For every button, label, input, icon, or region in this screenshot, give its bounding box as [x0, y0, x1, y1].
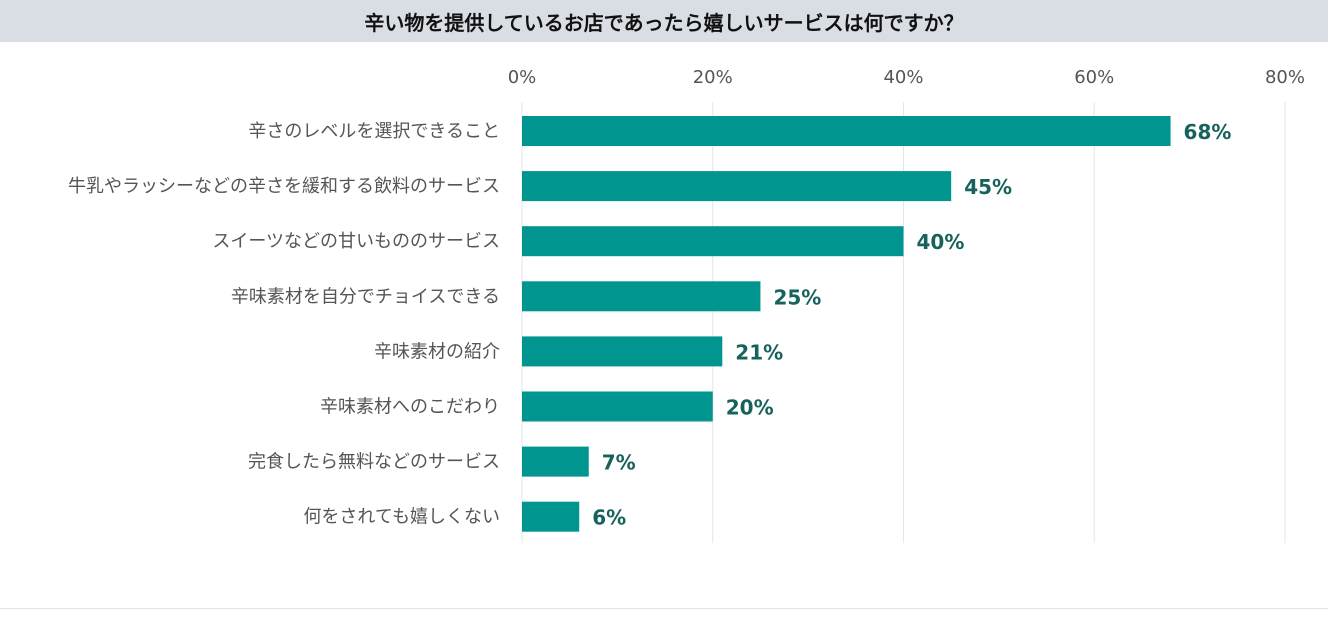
- bar: [522, 171, 952, 202]
- data-label: 20%: [726, 396, 774, 420]
- value-labels: 68% 45% 40% 25% 21% 20% 7% 6%: [592, 120, 1231, 530]
- category-label: 完食したら無料などのサービス: [248, 452, 500, 473]
- bar: [522, 116, 1171, 146]
- bars: [522, 116, 1171, 532]
- category-labels: 辛さのレベルを選択できること牛乳やラッシーなどの辛さを緩和する飲料のサービススイ…: [68, 121, 500, 528]
- bar: [522, 281, 761, 312]
- x-tick-label: 0%: [508, 67, 537, 88]
- data-label: 6%: [592, 506, 626, 530]
- bar: [522, 501, 580, 532]
- category-label: スイーツなどの甘いもののサービス: [212, 231, 500, 252]
- bottom-divider: [0, 608, 1328, 609]
- bar: [522, 391, 713, 422]
- data-label: 45%: [964, 175, 1012, 199]
- gridlines: [521, 102, 1286, 543]
- data-label: 40%: [917, 230, 965, 254]
- x-tick-label: 20%: [693, 67, 733, 88]
- data-label: 21%: [735, 340, 783, 364]
- category-label: 辛味素材へのこだわり: [320, 397, 500, 418]
- category-label: 牛乳やラッシーなどの辛さを緩和する飲料のサービス: [68, 176, 500, 197]
- x-tick-label: 60%: [1074, 67, 1114, 88]
- x-tick-label: 40%: [883, 67, 923, 88]
- category-label: 辛さのレベルを選択できること: [248, 121, 500, 142]
- data-label: 25%: [773, 285, 821, 309]
- bar: [522, 226, 904, 257]
- chart-title: 辛い物を提供しているお店であったら嬉しいサービスは何ですか？: [0, 0, 1328, 42]
- category-label: 辛味素材の紹介: [374, 341, 500, 362]
- x-tick-label: 80%: [1265, 67, 1305, 88]
- bar: [522, 336, 723, 367]
- data-label: 7%: [602, 451, 636, 475]
- category-label: 何をされても嬉しくない: [303, 507, 500, 528]
- data-label: 68%: [1184, 120, 1232, 144]
- category-label: 辛味素材を自分でチョイスできる: [231, 286, 500, 307]
- x-axis-ticks: 0% 20% 40% 60% 80%: [508, 67, 1305, 88]
- bar: [522, 446, 589, 477]
